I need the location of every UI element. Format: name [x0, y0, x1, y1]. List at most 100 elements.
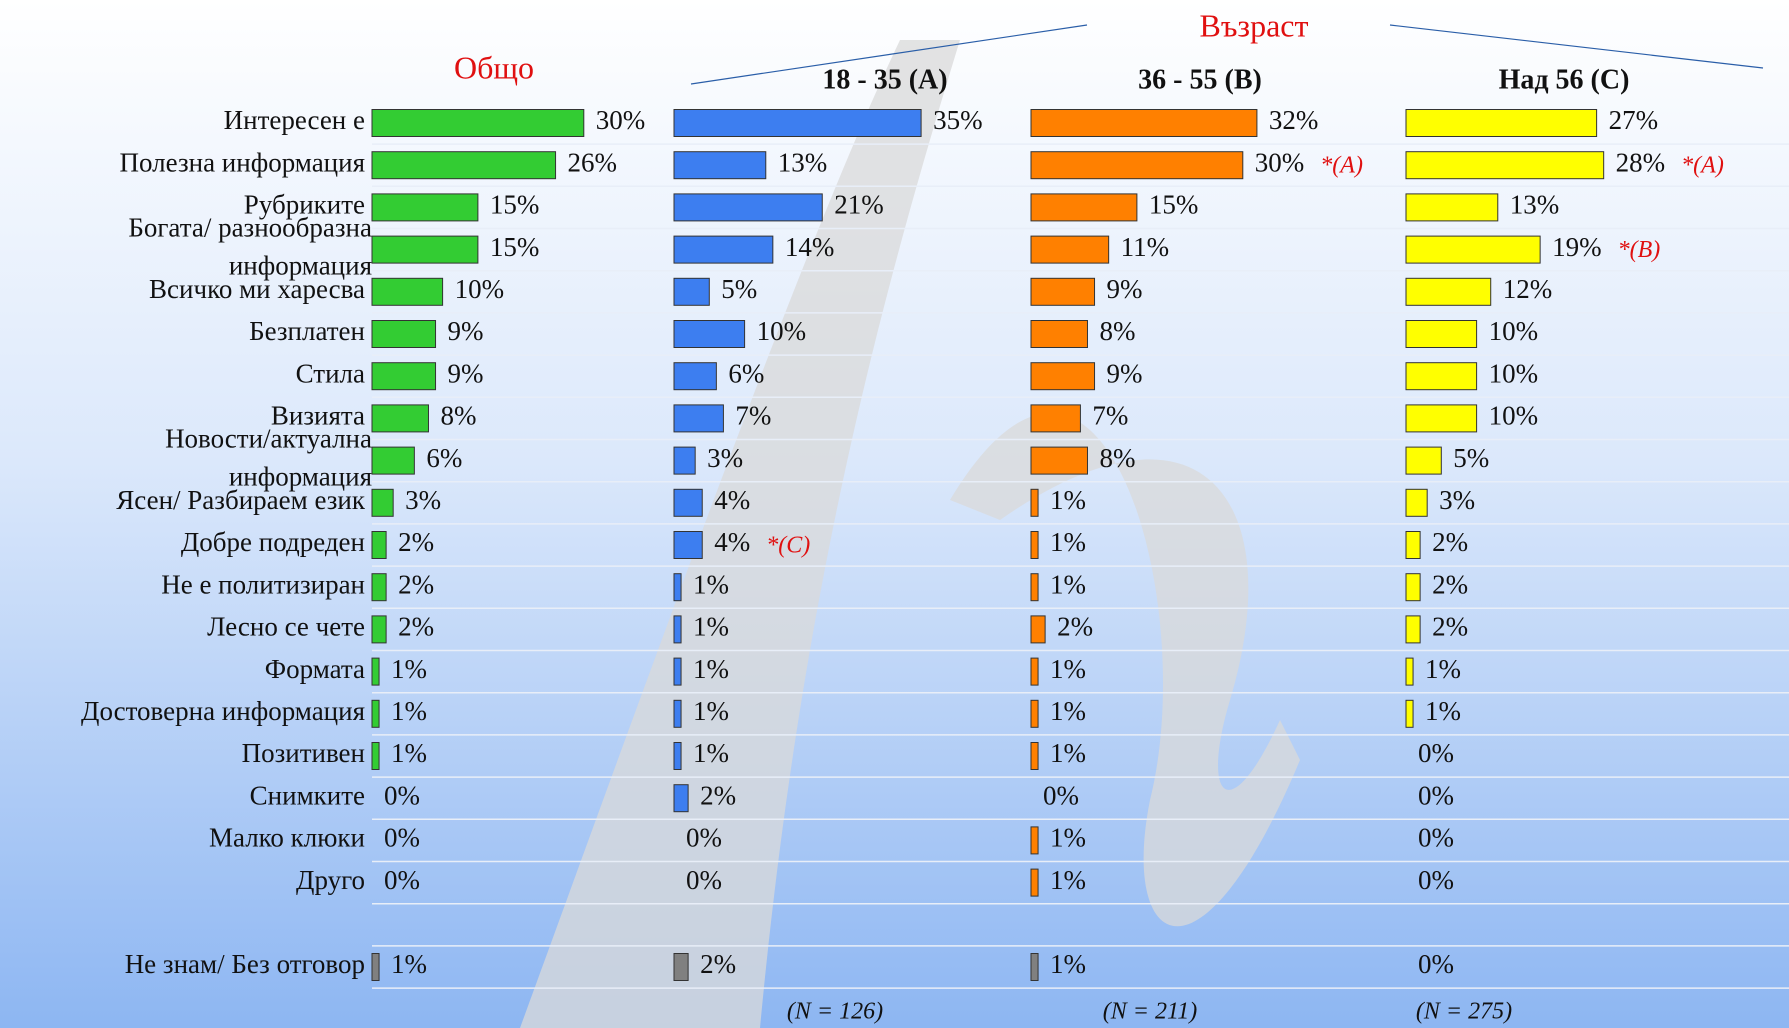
value-label: 7% [735, 401, 771, 431]
category-label: Ясен/ Разбираем език [116, 485, 366, 515]
value-label: 27% [1609, 105, 1659, 135]
bar [1405, 193, 1499, 222]
category-label: Стила [296, 358, 365, 388]
bar [1030, 109, 1258, 137]
value-label: 14% [785, 232, 835, 262]
bar [1405, 699, 1414, 728]
bar [371, 573, 387, 602]
value-label: 9% [448, 358, 484, 388]
category-label: Достоверна информация [81, 696, 365, 726]
bar [1030, 826, 1039, 855]
value-label: 30% [596, 105, 646, 135]
bar [371, 953, 380, 981]
value-label: 1% [391, 949, 427, 979]
value-label: 0% [1418, 949, 1454, 979]
bar [1030, 488, 1039, 517]
value-label: 19% [1552, 232, 1602, 262]
value-label: 7% [1092, 401, 1128, 431]
value-label: 1% [391, 738, 427, 768]
bar [673, 699, 682, 728]
bar [673, 320, 746, 348]
category-label: Позитивен [242, 738, 365, 768]
bar [1030, 573, 1039, 602]
value-label: 8% [1099, 316, 1135, 346]
bar [673, 488, 703, 517]
bar [1030, 699, 1039, 728]
category-label: Интересен е [224, 105, 365, 135]
bar [371, 277, 444, 306]
value-label: 1% [1050, 738, 1086, 768]
group-line [1389, 24, 1764, 69]
bar [1030, 446, 1088, 475]
bar [673, 446, 696, 475]
category-label: Не е политизиран [161, 569, 365, 599]
bar [1030, 362, 1096, 391]
value-label: 26% [568, 147, 618, 177]
bar [1405, 235, 1541, 264]
value-label: 2% [398, 527, 434, 557]
value-label: 6% [728, 358, 764, 388]
category-label: Формата [265, 654, 365, 684]
category-label: Рубриките [244, 190, 365, 220]
value-label: 2% [1432, 527, 1468, 557]
value-label: 0% [1418, 780, 1454, 810]
value-label: 1% [1050, 949, 1086, 979]
bar [673, 404, 724, 433]
value-label: 35% [933, 105, 983, 135]
value-label: 1% [1050, 527, 1086, 557]
bar [673, 953, 689, 981]
bar [673, 573, 682, 602]
value-label: 9% [1107, 274, 1143, 304]
bar [1405, 615, 1421, 644]
value-label: 1% [693, 696, 729, 726]
bar [1030, 657, 1039, 686]
category-label: Новости/актуална информация [165, 424, 372, 492]
value-label: 9% [1107, 358, 1143, 388]
panel-title: Над 56 (C) [1499, 64, 1630, 95]
value-label: 2% [1057, 612, 1093, 642]
value-label: 30% [1255, 147, 1305, 177]
value-label: 1% [1425, 696, 1461, 726]
value-label: 1% [1050, 696, 1086, 726]
category-label: Визията [271, 401, 365, 431]
bar [673, 151, 767, 180]
bar [1405, 109, 1598, 137]
category-label: Не знам/ Без отговор [125, 949, 365, 979]
value-label: 1% [1050, 485, 1086, 515]
category-label: Малко клюки [209, 823, 365, 853]
bar [371, 615, 387, 644]
bar [371, 404, 429, 433]
value-label: 2% [398, 569, 434, 599]
bar [673, 277, 710, 306]
ttl: Общо [454, 49, 534, 85]
value-label: 8% [1099, 443, 1135, 473]
value-label: 1% [1050, 865, 1086, 895]
bar [1030, 151, 1244, 180]
value-label: 1% [693, 612, 729, 642]
value-label: 1% [391, 696, 427, 726]
bar [371, 657, 380, 686]
bar [673, 193, 823, 222]
bar [371, 109, 585, 137]
value-label: 0% [384, 780, 420, 810]
annotation: *(A) [1320, 153, 1363, 179]
category-label: Богата/ разнообразна информация [128, 213, 372, 281]
bar [371, 193, 479, 222]
bar [1405, 320, 1478, 348]
value-label: 9% [448, 316, 484, 346]
value-label: 2% [398, 612, 434, 642]
bar [673, 531, 703, 559]
bar [673, 784, 689, 813]
bar [371, 151, 557, 180]
value-label: 12% [1503, 274, 1553, 304]
value-label: 3% [405, 485, 441, 515]
value-label: 0% [1418, 823, 1454, 853]
category-label: Полезна информация [120, 147, 365, 177]
value-label: 5% [1453, 443, 1489, 473]
value-label: 10% [757, 316, 807, 346]
value-label: 13% [778, 147, 828, 177]
bar [371, 699, 380, 728]
value-label: 8% [440, 401, 476, 431]
bar [371, 235, 479, 264]
